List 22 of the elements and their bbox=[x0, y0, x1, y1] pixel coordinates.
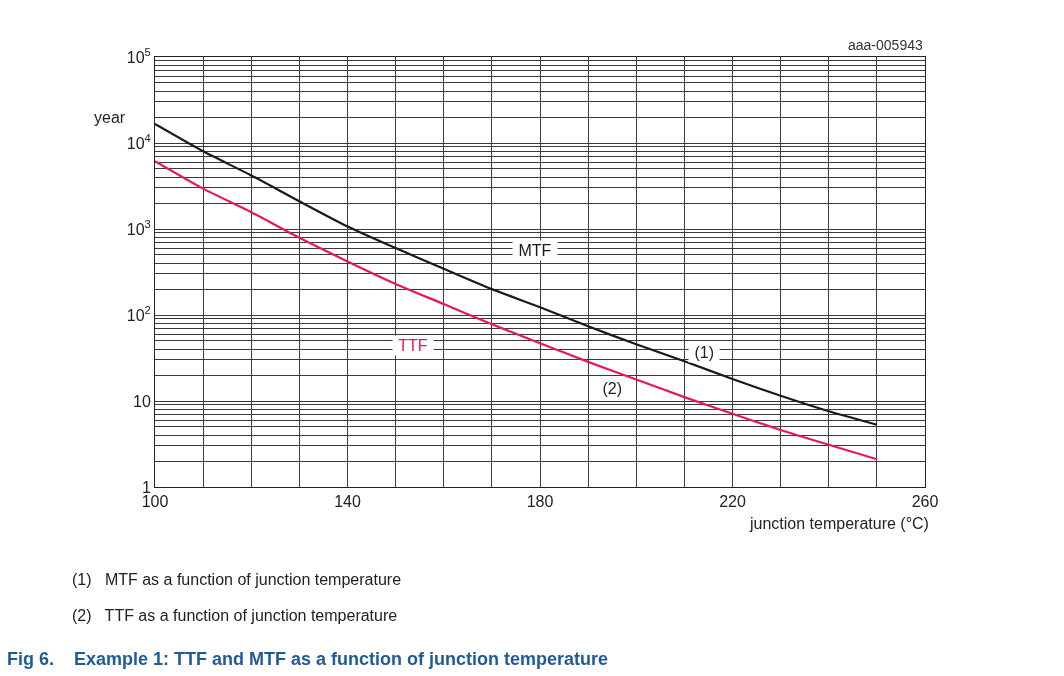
x-tick-label: 180 bbox=[526, 493, 554, 511]
x-tick-label: 220 bbox=[719, 493, 746, 511]
text: (2) TTF as a function of junction temperature bbox=[72, 607, 398, 624]
y-tick-label: 10$^{4}$ bbox=[126, 131, 151, 152]
text: Fig 6. Example 1: TTF and MTF as a function of junction temperature bbox=[7, 649, 609, 669]
x-axis-title: junction temperature (°C) bbox=[749, 515, 929, 532]
x-tick-label: 140 bbox=[334, 493, 361, 511]
y-tick-label: 10$^{3}$ bbox=[126, 217, 151, 238]
line-series bbox=[155, 160, 878, 461]
text: aaa-005943 bbox=[848, 37, 923, 53]
annotation: (2) bbox=[598, 380, 627, 397]
x-tick-label: 100 bbox=[141, 493, 169, 511]
text: MTF bbox=[514, 242, 556, 259]
annotation: (1) bbox=[690, 344, 719, 361]
x-tick-label: 260 bbox=[911, 493, 939, 511]
text: (1) MTF as a function of junction temperature bbox=[72, 571, 402, 588]
y-tick-label: 10$^{2}$ bbox=[126, 303, 151, 324]
text: TTF bbox=[394, 337, 432, 354]
y-tick-label: 10 bbox=[133, 392, 151, 410]
y-axis-title: year bbox=[94, 109, 126, 126]
y-tick-label: 10$^{5}$ bbox=[126, 45, 151, 66]
y-tick-label: 1 bbox=[141, 478, 151, 496]
